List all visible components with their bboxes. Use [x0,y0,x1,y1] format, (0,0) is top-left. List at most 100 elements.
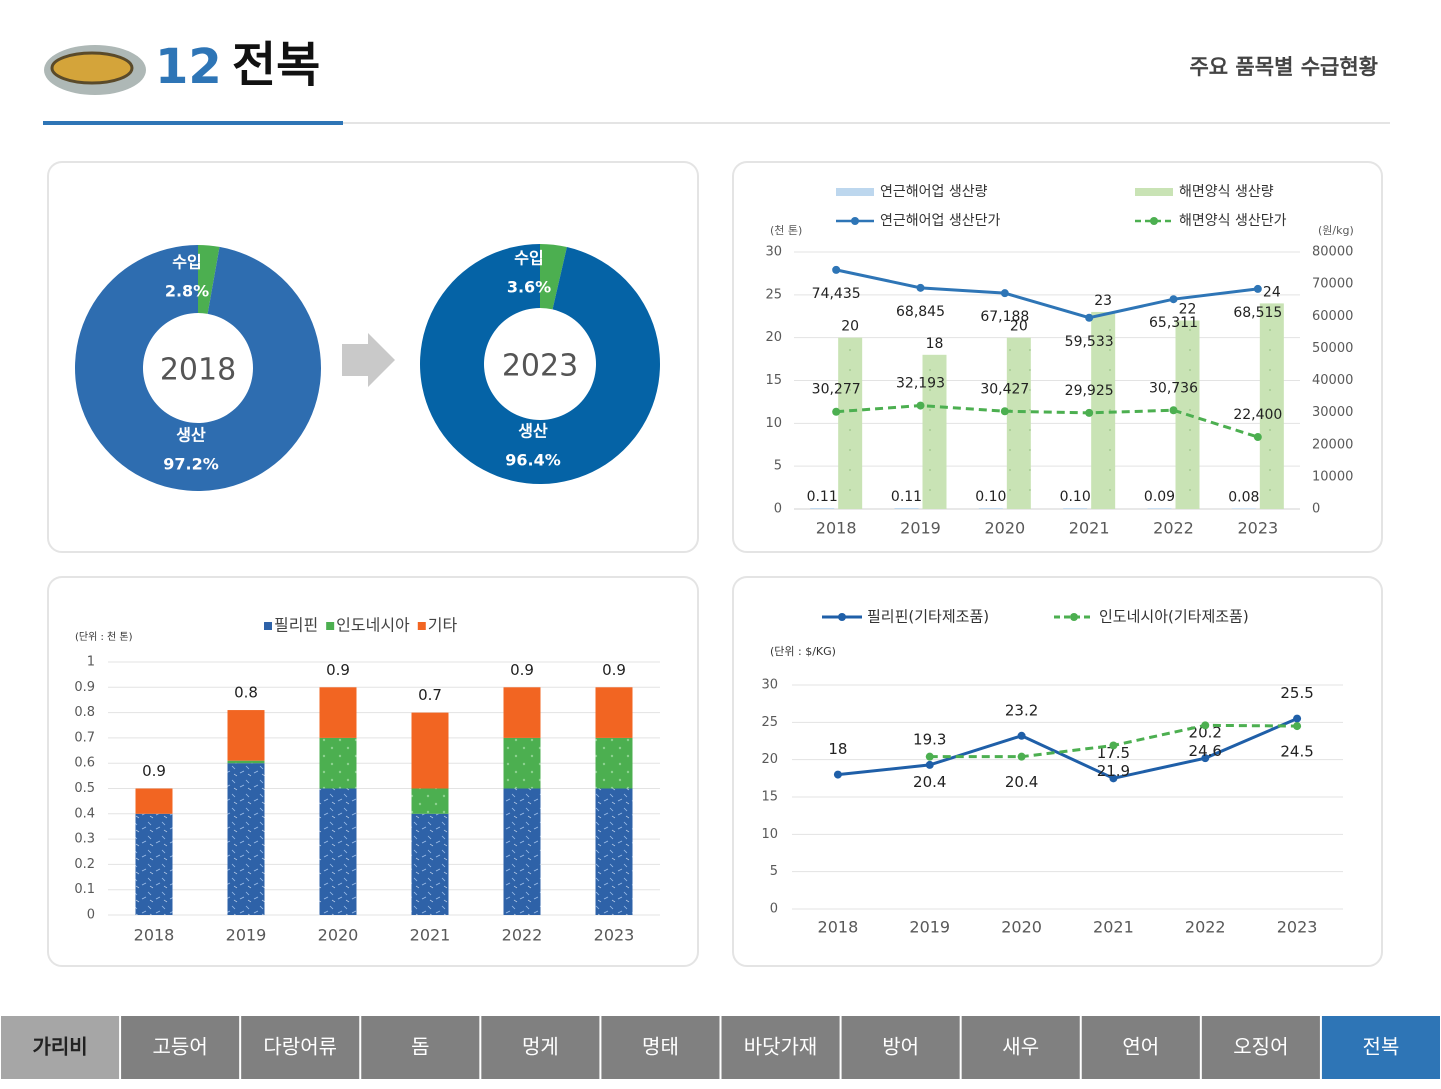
value-label: 0.11 [891,489,922,505]
bar [978,508,1003,509]
nav-tab[interactable] [961,1016,1080,1079]
line [836,404,1259,439]
nav-tab-label[interactable]: 고등어 [153,1035,208,1059]
value-label: 23.2 [1005,701,1038,719]
nav-tab[interactable] [601,1016,720,1079]
legend-swatch [1070,613,1078,621]
total-label: 0.9 [326,661,350,679]
bar-segment [319,687,357,738]
value-label: 25.5 [1280,684,1313,702]
donut-center-label: 2023 [502,349,578,384]
nav-tab[interactable] [1321,1016,1440,1079]
legend-swatch [836,188,874,196]
line-point [1000,289,1009,298]
x-tick-label: 2020 [318,926,359,945]
nav-tab-label[interactable]: 바닷가재 [744,1035,818,1059]
bar [838,337,863,509]
value-label: 20.4 [1005,773,1038,791]
line-point [833,770,842,779]
tick-label: 0 [1312,502,1320,517]
legend-label: 필리핀 [274,616,318,635]
tick-label: 0 [774,502,782,517]
x-tick-label: 2018 [816,519,857,538]
value-label: 30,427 [980,381,1029,397]
bar [1006,337,1031,509]
value-label: 18 [828,740,847,758]
value-label: 0.10 [1060,489,1091,505]
nav-tab[interactable] [721,1016,840,1079]
bar-segment [227,760,265,764]
tick-label: 50000 [1312,341,1353,356]
nav-tab-label[interactable]: 멍게 [522,1035,559,1059]
y-axis-label: (천 톤) [770,223,802,237]
value-label: 24.5 [1280,743,1313,761]
tick-label: 0.1 [74,882,95,897]
total-label: 0.7 [418,686,442,704]
bar [1147,508,1172,509]
nav-tab-label[interactable]: 오징어 [1233,1035,1288,1059]
bar-segment [595,737,633,789]
nav-tab-label[interactable]: 명태 [642,1035,679,1059]
value-label: 20 [841,319,859,335]
tick-label: 25 [761,715,778,730]
line-point [925,752,934,761]
line-point [1085,408,1094,417]
value-label: 30,277 [812,382,861,398]
nav-tab-label[interactable]: 돔 [411,1035,429,1059]
tick-label: 20 [761,752,778,767]
nav-tab[interactable] [361,1016,480,1079]
nav-tab[interactable] [121,1016,240,1079]
nav-tab[interactable] [1081,1016,1200,1079]
slice-label: 수입 [172,253,201,272]
legend-swatch [1135,188,1173,196]
x-tick-label: 2022 [1153,519,1194,538]
nav-tab-label[interactable]: 가리비 [32,1035,87,1059]
line-point [1109,741,1118,750]
value-label: 20.2 [1189,724,1222,742]
tick-label: 10 [761,827,778,842]
line-point [1017,752,1026,761]
total-label: 0.9 [142,762,166,780]
donut-slice [198,245,220,314]
tick-label: 0.8 [74,705,95,720]
value-label: 21.9 [1097,762,1130,780]
value-label: 24 [1263,284,1281,300]
x-tick-label: 2020 [1001,918,1042,937]
nav-tab-label[interactable]: 전복 [1363,1035,1400,1059]
nav-tab-label[interactable]: 다랑어류 [263,1035,337,1059]
line-point [1201,721,1210,730]
x-tick-label: 2022 [502,926,543,945]
line [835,268,1259,320]
nav-tab[interactable] [1201,1016,1320,1079]
bar-segment [411,712,449,789]
line-point [1293,722,1302,731]
x-tick-label: 2019 [909,918,950,937]
line-point [1201,754,1210,763]
nav-tab-label[interactable]: 새우 [1002,1035,1039,1059]
value-label: 32,193 [896,376,945,392]
slice-label: 생산 [176,426,206,445]
line-point [916,401,925,410]
line-point [1169,406,1178,415]
header-title: 전복 [232,37,320,93]
value-label: 30,736 [1149,380,1198,396]
legend-label: 인도네시아 [336,616,410,635]
nav-tab[interactable] [481,1016,600,1079]
nav-tab[interactable] [841,1016,960,1079]
bar-segment [227,763,265,915]
line-point [832,265,841,274]
tick-label: 30 [765,245,782,260]
x-tick-label: 2021 [1069,519,1110,538]
total-label: 0.8 [234,684,258,702]
line-point [1253,284,1262,293]
nav-tab-label[interactable]: 연어 [1122,1035,1159,1059]
nav-tab-label[interactable]: 방어 [882,1035,919,1059]
nav-tab[interactable] [241,1016,360,1079]
value-label: 74,435 [812,286,861,302]
tick-label: 40000 [1312,373,1353,388]
bar-segment [595,788,633,915]
nav-tab[interactable] [1,1016,120,1079]
line-point [1109,774,1118,783]
tick-label: 0 [770,902,778,917]
line-point [1000,407,1009,416]
